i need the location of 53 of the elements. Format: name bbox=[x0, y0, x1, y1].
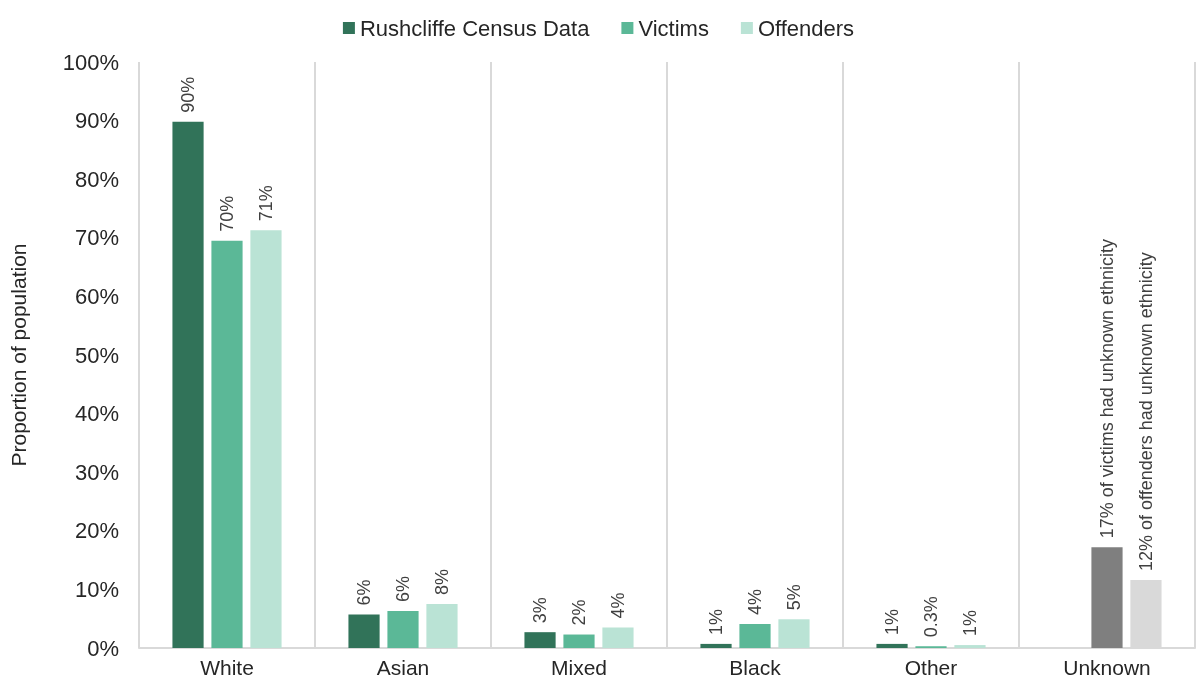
x-tick-label: White bbox=[200, 656, 254, 679]
legend-label: Offenders bbox=[757, 15, 855, 41]
y-tick-label: 50% bbox=[74, 342, 119, 368]
bar bbox=[876, 643, 908, 648]
y-tick-label: 90% bbox=[74, 108, 119, 134]
x-tick-label: Unknown bbox=[1063, 656, 1151, 679]
bar bbox=[387, 611, 419, 648]
data-label: 90% bbox=[178, 76, 199, 113]
data-label: 71% bbox=[255, 185, 276, 222]
data-label: 5% bbox=[783, 584, 804, 611]
legend-label: Victims bbox=[638, 15, 709, 41]
bar bbox=[348, 614, 380, 648]
y-tick-label: 10% bbox=[74, 576, 119, 602]
y-tick-label: 80% bbox=[74, 166, 119, 192]
data-label: 2% bbox=[569, 599, 589, 626]
y-tick-label: 20% bbox=[74, 518, 119, 544]
data-label: 6% bbox=[393, 576, 413, 603]
x-tick-label: Other bbox=[904, 656, 958, 679]
data-label: 6% bbox=[354, 579, 375, 606]
bar bbox=[172, 121, 204, 648]
y-tick-label: 0% bbox=[87, 635, 119, 661]
bar bbox=[250, 230, 282, 648]
data-label: 12% of offenders had unknown ethnicity bbox=[1135, 252, 1156, 572]
data-label: 3% bbox=[530, 597, 551, 624]
bar bbox=[700, 643, 732, 648]
y-tick-label: 60% bbox=[74, 283, 119, 309]
bar bbox=[778, 619, 810, 648]
bar bbox=[426, 604, 458, 648]
legend-label: Rushcliffe Census Data bbox=[359, 15, 591, 41]
y-tick-label: 40% bbox=[74, 401, 119, 427]
y-tick-label: 100% bbox=[62, 49, 119, 75]
data-label: 17% of victims had unknown ethnicity bbox=[1097, 239, 1117, 539]
x-tick-label: Asian bbox=[376, 656, 430, 679]
data-label: 1% bbox=[882, 608, 903, 635]
data-label: 4% bbox=[607, 592, 628, 619]
data-label: 0.3% bbox=[921, 596, 941, 638]
bar bbox=[739, 623, 771, 648]
data-label: 1% bbox=[959, 610, 980, 637]
x-tick-label: Mixed bbox=[550, 656, 608, 679]
data-label: 1% bbox=[706, 608, 727, 635]
bar bbox=[954, 645, 986, 648]
y-tick-label: 30% bbox=[74, 459, 119, 485]
x-tick-label: Black bbox=[729, 656, 782, 679]
data-label: 70% bbox=[217, 195, 237, 232]
bar bbox=[524, 632, 556, 648]
y-tick-label: 70% bbox=[74, 225, 119, 251]
bar bbox=[211, 240, 243, 648]
y-axis-title: Proportion of population bbox=[7, 243, 30, 467]
bar bbox=[563, 634, 595, 648]
bar bbox=[602, 627, 634, 648]
data-label: 8% bbox=[431, 569, 452, 596]
bar bbox=[1091, 547, 1123, 648]
data-label: 4% bbox=[745, 588, 765, 615]
